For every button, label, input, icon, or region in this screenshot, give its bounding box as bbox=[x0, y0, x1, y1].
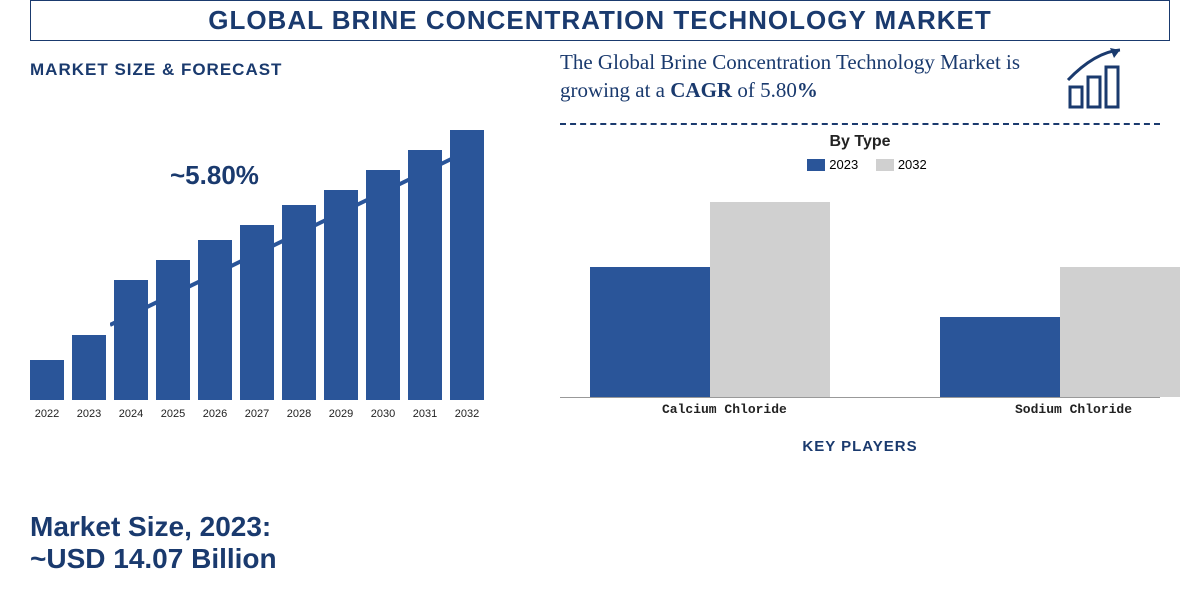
forecast-bars-container bbox=[30, 120, 484, 400]
by-type-legend: 2023 2032 bbox=[560, 157, 1160, 172]
year-label: 2025 bbox=[156, 408, 190, 420]
cagr-word: CAGR bbox=[670, 78, 732, 102]
growth-sentence: The Global Brine Concentration Technolog… bbox=[560, 48, 1040, 105]
key-players-label: KEY PLAYERS bbox=[560, 438, 1160, 455]
market-size-line2: ~USD 14.07 Billion bbox=[30, 543, 277, 575]
year-label: 2026 bbox=[198, 408, 232, 420]
growth-chart-icon bbox=[1060, 42, 1140, 112]
forecast-bar bbox=[198, 240, 232, 400]
forecast-bar bbox=[408, 150, 442, 400]
year-label: 2024 bbox=[114, 408, 148, 420]
type-bar-2032 bbox=[710, 202, 830, 397]
type-bar-2023 bbox=[590, 267, 710, 397]
legend-label-a: 2023 bbox=[829, 157, 858, 172]
forecast-bar bbox=[450, 130, 484, 400]
type-bar-group: Sodium Chloride bbox=[940, 267, 1180, 397]
pct-sign: % bbox=[797, 78, 818, 102]
market-size-line1: Market Size, 2023: bbox=[30, 511, 277, 543]
type-category-label: Sodium Chloride bbox=[1015, 402, 1132, 417]
growth-mid: of 5.80 bbox=[732, 78, 797, 102]
forecast-bar bbox=[366, 170, 400, 400]
legend-label-b: 2032 bbox=[898, 157, 927, 172]
type-category-label: Calcium Chloride bbox=[662, 402, 787, 417]
forecast-bar bbox=[30, 360, 64, 400]
forecast-section-label: MARKET SIZE & FORECAST bbox=[30, 60, 530, 80]
year-label: 2030 bbox=[366, 408, 400, 420]
year-label: 2029 bbox=[324, 408, 358, 420]
forecast-bar bbox=[156, 260, 190, 400]
forecast-bar bbox=[72, 335, 106, 400]
year-label: 2022 bbox=[30, 408, 64, 420]
year-label: 2032 bbox=[450, 408, 484, 420]
right-panel: The Global Brine Concentration Technolog… bbox=[560, 48, 1160, 455]
left-panel: MARKET SIZE & FORECAST ~5.80% 2022202320… bbox=[30, 60, 530, 420]
forecast-bar-chart: ~5.80% 202220232024202520262027202820292… bbox=[30, 100, 510, 420]
legend-swatch-2032 bbox=[876, 159, 894, 171]
market-size-callout: Market Size, 2023: ~USD 14.07 Billion bbox=[30, 511, 277, 575]
dashed-divider bbox=[560, 123, 1160, 125]
forecast-bar bbox=[324, 190, 358, 400]
year-label: 2023 bbox=[72, 408, 106, 420]
year-label: 2031 bbox=[408, 408, 442, 420]
forecast-bar bbox=[282, 205, 316, 400]
by-type-bar-chart: Calcium ChlorideSodium Chloride bbox=[560, 178, 1160, 398]
forecast-year-labels: 2022 2023 2024 2025 2026 2027 2028 2029 2030 2031… bbox=[30, 408, 484, 420]
type-bar-group: Calcium Chloride bbox=[590, 202, 830, 397]
page-title: GLOBAL BRINE CONCENTRATION TECHNOLOGY MA… bbox=[31, 5, 1169, 36]
forecast-bar bbox=[240, 225, 274, 400]
type-bar-2032 bbox=[1060, 267, 1180, 397]
year-label: 2027 bbox=[240, 408, 274, 420]
year-label: 2028 bbox=[282, 408, 316, 420]
title-banner: GLOBAL BRINE CONCENTRATION TECHNOLOGY MA… bbox=[30, 0, 1170, 41]
legend-swatch-2023 bbox=[807, 159, 825, 171]
forecast-bar bbox=[114, 280, 148, 400]
type-bar-2023 bbox=[940, 317, 1060, 397]
by-type-title: By Type bbox=[560, 133, 1160, 151]
